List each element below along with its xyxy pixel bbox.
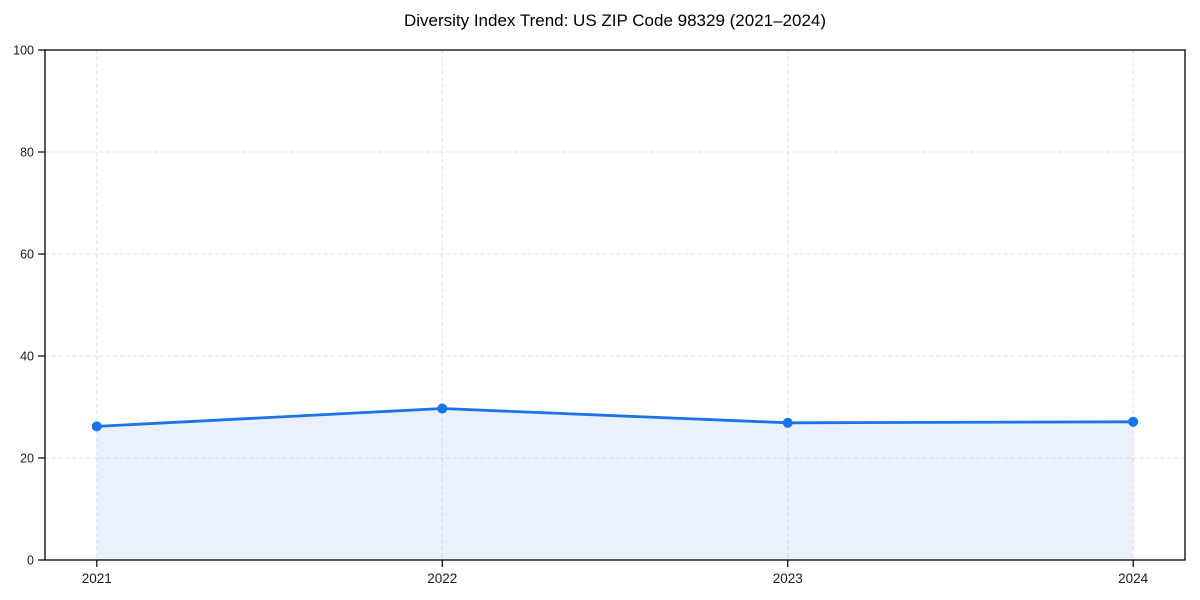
- chart-title: Diversity Index Trend: US ZIP Code 98329…: [403, 11, 827, 30]
- x-tick-label: 2024: [1118, 571, 1149, 586]
- trend-line: [95, 407, 1135, 428]
- y-tick-label: 40: [20, 350, 34, 364]
- plot-border: [44, 49, 1186, 561]
- data-point-marker: [91, 421, 102, 432]
- y-tick-label: 100: [13, 44, 34, 58]
- data-point-marker: [1128, 416, 1139, 427]
- x-tick-label: 2022: [427, 571, 457, 586]
- y-tick-label: 80: [20, 146, 34, 160]
- y-tick-label: 60: [20, 248, 34, 262]
- x-tick-label: 2023: [773, 571, 803, 586]
- y-tick-label: 20: [20, 452, 34, 466]
- x-tick-label: 2021: [82, 571, 112, 586]
- area-fill: [96, 408, 1134, 560]
- data-point-marker: [437, 403, 448, 414]
- data-point-marker: [782, 417, 793, 428]
- y-tick-label: 0: [27, 554, 34, 568]
